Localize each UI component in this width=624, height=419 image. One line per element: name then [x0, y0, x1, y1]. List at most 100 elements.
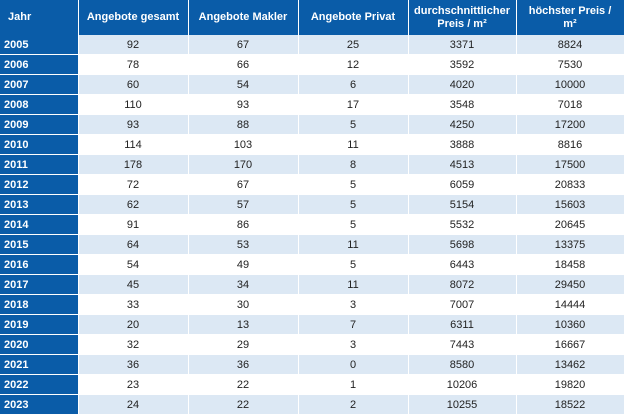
table-row: 2012 72 67 5 6059 20833: [0, 174, 624, 195]
angebote-privat-cell: 5: [298, 254, 409, 275]
angebote-privat-cell: 2: [298, 394, 409, 415]
hoechster-preis-cell: 15603: [516, 194, 624, 215]
table-row: 2010 114 103 11 3888 8816: [0, 134, 624, 155]
table-row: 2021 36 36 0 8580 13462: [0, 354, 624, 375]
header-angebote-gesamt: Angebote gesamt: [78, 0, 189, 35]
angebote-gesamt-cell: 92: [78, 35, 189, 55]
year-cell: 2014: [0, 214, 79, 235]
angebote-privat-cell: 5: [298, 214, 409, 235]
angebote-gesamt-cell: 64: [78, 234, 189, 255]
header-hoechster-preis: höchster Preis / m²: [516, 0, 624, 35]
table-row: 2017 45 34 11 8072 29450: [0, 274, 624, 295]
durchschnittlicher-preis-cell: 3592: [408, 54, 517, 75]
hoechster-preis-cell: 8816: [516, 134, 624, 155]
table-row: 2013 62 57 5 5154 15603: [0, 194, 624, 215]
header-durchschnittlicher-preis-line2: Preis / m²: [437, 17, 487, 30]
hoechster-preis-cell: 18522: [516, 394, 624, 415]
angebote-gesamt-cell: 20: [78, 314, 189, 335]
durchschnittlicher-preis-cell: 3888: [408, 134, 517, 155]
angebote-privat-cell: 11: [298, 134, 409, 155]
angebote-makler-cell: 29: [188, 334, 299, 355]
angebote-gesamt-cell: 36: [78, 354, 189, 375]
angebote-privat-cell: 0: [298, 354, 409, 375]
angebote-gesamt-cell: 62: [78, 194, 189, 215]
angebote-gesamt-cell: 32: [78, 334, 189, 355]
year-cell: 2022: [0, 374, 79, 395]
year-cell: 2010: [0, 134, 79, 155]
table-row: 2005 92 67 25 3371 8824: [0, 35, 624, 55]
angebote-makler-cell: 13: [188, 314, 299, 335]
angebote-privat-cell: 6: [298, 74, 409, 95]
angebote-makler-cell: 93: [188, 94, 299, 115]
durchschnittlicher-preis-cell: 5532: [408, 214, 517, 235]
durchschnittlicher-preis-cell: 6443: [408, 254, 517, 275]
angebote-privat-cell: 3: [298, 294, 409, 315]
hoechster-preis-cell: 17500: [516, 154, 624, 175]
durchschnittlicher-preis-cell: 4250: [408, 114, 517, 135]
year-cell: 2016: [0, 254, 79, 275]
table-row: 2016 54 49 5 6443 18458: [0, 254, 624, 275]
table-row: 2008 110 93 17 3548 7018: [0, 94, 624, 115]
angebote-privat-cell: 3: [298, 334, 409, 355]
hoechster-preis-cell: 8824: [516, 35, 624, 55]
header-row: Jahr Angebote gesamt Angebote Makler Ang…: [0, 0, 624, 35]
angebote-makler-cell: 49: [188, 254, 299, 275]
angebote-makler-cell: 103: [188, 134, 299, 155]
angebote-gesamt-cell: 33: [78, 294, 189, 315]
durchschnittlicher-preis-cell: 3548: [408, 94, 517, 115]
year-cell: 2009: [0, 114, 79, 135]
hoechster-preis-cell: 7018: [516, 94, 624, 115]
angebote-privat-cell: 1: [298, 374, 409, 395]
angebote-gesamt-cell: 54: [78, 254, 189, 275]
year-cell: 2023: [0, 394, 79, 415]
angebote-privat-cell: 8: [298, 154, 409, 175]
table-row: 2023 24 22 2 10255 18522: [0, 394, 624, 415]
angebote-gesamt-cell: 45: [78, 274, 189, 295]
table-row: 2020 32 29 3 7443 16667: [0, 334, 624, 355]
durchschnittlicher-preis-cell: 5154: [408, 194, 517, 215]
durchschnittlicher-preis-cell: 8580: [408, 354, 517, 375]
durchschnittlicher-preis-cell: 6059: [408, 174, 517, 195]
header-jahr: Jahr: [0, 0, 79, 35]
angebote-makler-cell: 66: [188, 54, 299, 75]
durchschnittlicher-preis-cell: 4020: [408, 74, 517, 95]
table-row: 2011 178 170 8 4513 17500: [0, 154, 624, 175]
year-cell: 2017: [0, 274, 79, 295]
hoechster-preis-cell: 7530: [516, 54, 624, 75]
durchschnittlicher-preis-cell: 5698: [408, 234, 517, 255]
hoechster-preis-cell: 20833: [516, 174, 624, 195]
table-body: 2005 92 67 25 3371 8824 2006 78 66 12 3592 7530 2007…: [0, 35, 624, 415]
angebote-makler-cell: 22: [188, 374, 299, 395]
angebote-makler-cell: 30: [188, 294, 299, 315]
angebote-gesamt-cell: 60: [78, 74, 189, 95]
year-cell: 2012: [0, 174, 79, 195]
angebote-gesamt-cell: 91: [78, 214, 189, 235]
angebote-privat-cell: 25: [298, 35, 409, 55]
angebote-privat-cell: 5: [298, 194, 409, 215]
table-row: 2009 93 88 5 4250 17200: [0, 114, 624, 135]
durchschnittlicher-preis-cell: 4513: [408, 154, 517, 175]
year-cell: 2011: [0, 154, 79, 175]
angebote-makler-cell: 86: [188, 214, 299, 235]
year-cell: 2005: [0, 35, 79, 55]
hoechster-preis-cell: 16667: [516, 334, 624, 355]
hoechster-preis-cell: 19820: [516, 374, 624, 395]
hoechster-preis-cell: 29450: [516, 274, 624, 295]
angebote-privat-cell: 5: [298, 114, 409, 135]
table-row: 2015 64 53 11 5698 13375: [0, 234, 624, 255]
table-row: 2019 20 13 7 6311 10360: [0, 314, 624, 335]
table-row: 2022 23 22 1 10206 19820: [0, 374, 624, 395]
angebote-gesamt-cell: 114: [78, 134, 189, 155]
year-cell: 2013: [0, 194, 79, 215]
year-cell: 2018: [0, 294, 79, 315]
durchschnittlicher-preis-cell: 3371: [408, 35, 517, 55]
angebote-makler-cell: 53: [188, 234, 299, 255]
angebote-makler-cell: 88: [188, 114, 299, 135]
angebote-gesamt-cell: 78: [78, 54, 189, 75]
year-cell: 2021: [0, 354, 79, 375]
angebote-makler-cell: 22: [188, 394, 299, 415]
angebote-privat-cell: 5: [298, 174, 409, 195]
angebote-gesamt-cell: 24: [78, 394, 189, 415]
table-row: 2018 33 30 3 7007 14444: [0, 294, 624, 315]
hoechster-preis-cell: 10000: [516, 74, 624, 95]
